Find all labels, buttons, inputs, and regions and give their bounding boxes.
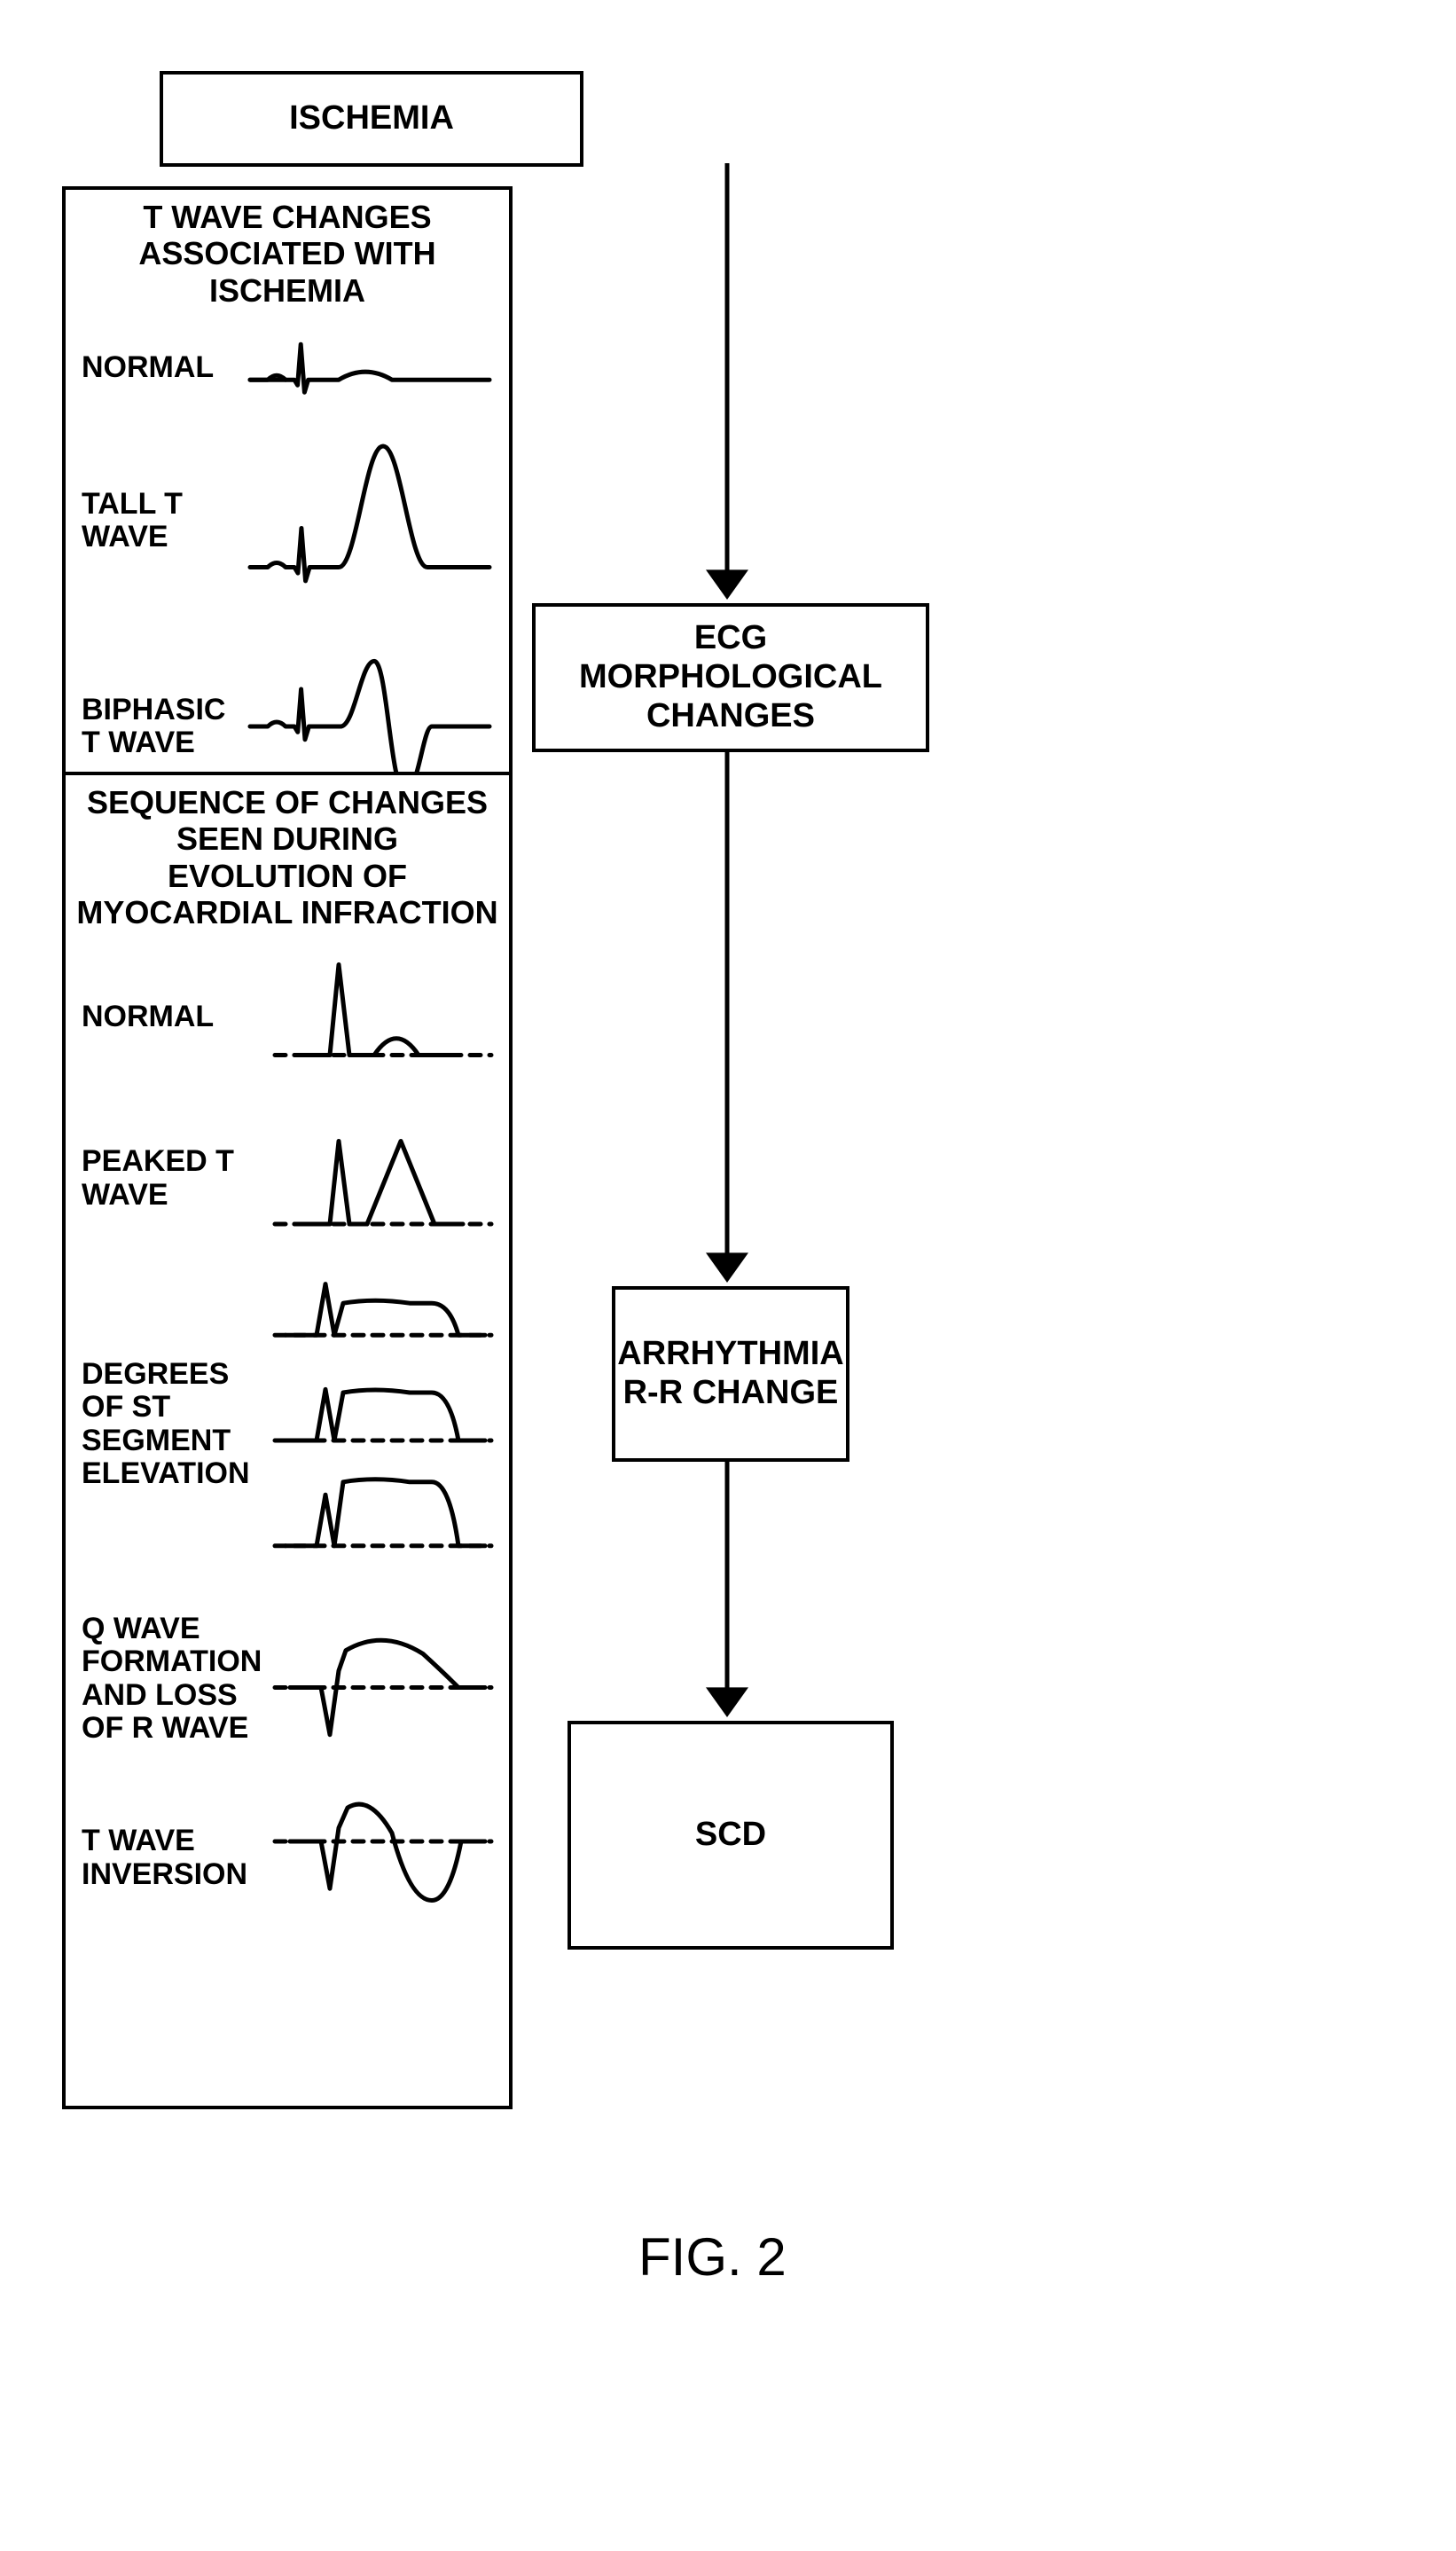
panel-row: T WAVE INVERSION [66, 1769, 509, 1948]
panel-mi: SEQUENCE OF CHANGES SEEN DURING EVOLUTIO… [62, 772, 513, 2109]
row-label: PEAKED T WAVE [82, 1145, 268, 1212]
waveform-icon [268, 1595, 498, 1763]
row-label: BIPHASICT WAVE [82, 694, 241, 760]
waveform-icon [241, 319, 498, 417]
row-label: T WAVE INVERSION [82, 1825, 268, 1891]
waveform-icon [268, 1103, 498, 1254]
panel-title-line: EVOLUTION OF MYOCARDIAL INFRACTION [76, 858, 497, 930]
panel-rows: NORMAL PEAKED T WAVE DEGREES OF STSEGMENT … [66, 937, 509, 1948]
waveform-icon [241, 428, 498, 614]
panel-row: NORMAL [66, 937, 509, 1098]
row-label: Q WAVE FORMATIONAND LOSS OF R WAVE [82, 1613, 268, 1746]
panel-row: TALL T WAVE [66, 422, 509, 619]
panel-row: PEAKED T WAVE [66, 1098, 509, 1260]
panel-title-line: SEQUENCE OF CHANGES SEEN DURING [87, 784, 488, 857]
panel-title: SEQUENCE OF CHANGES SEEN DURING EVOLUTIO… [66, 775, 509, 937]
row-label: NORMAL [82, 351, 241, 384]
panel-title-line: T WAVE CHANGES [143, 199, 431, 235]
row-label: DEGREES OF STSEGMENT ELEVATION [82, 1358, 268, 1491]
row-label: TALL T WAVE [82, 488, 241, 554]
panel-row: DEGREES OF STSEGMENT ELEVATION [66, 1260, 509, 1589]
waveform-icon [268, 942, 498, 1093]
waveform-icon [268, 1265, 498, 1584]
panel-title-line: ASSOCIATED WITH ISCHEMIA [138, 235, 435, 308]
figure-root: ISCHEMIA ECG MORPHOLOGICAL CHANGES ARRHY… [35, 35, 1421, 2516]
panel-title: T WAVE CHANGES ASSOCIATED WITH ISCHEMIA [66, 190, 509, 314]
panel-row: NORMAL [66, 314, 509, 422]
waveform-icon [268, 1774, 498, 1943]
figure-caption: FIG. 2 [638, 2226, 787, 2288]
row-label: NORMAL [82, 1001, 268, 1033]
panel-row: Q WAVE FORMATIONAND LOSS OF R WAVE [66, 1589, 509, 1769]
